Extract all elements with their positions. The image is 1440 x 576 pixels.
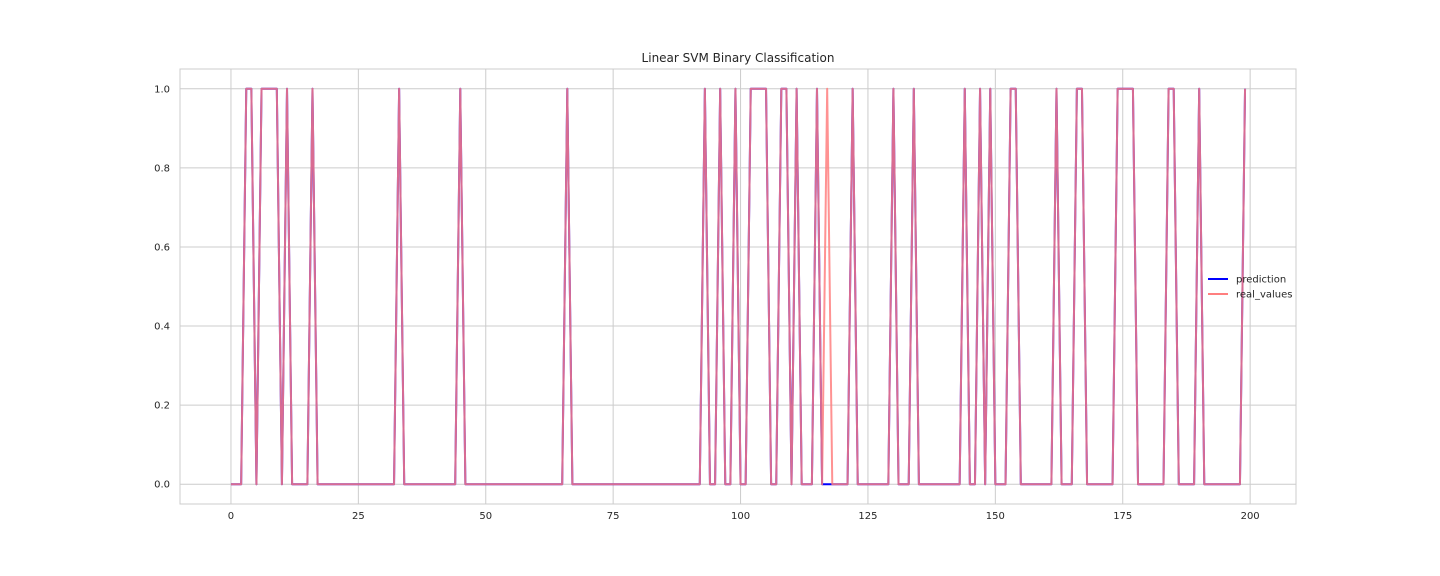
legend-label: real_values bbox=[1236, 290, 1292, 301]
y-tick-label: 1.0 bbox=[154, 84, 170, 95]
plot-frame bbox=[179, 68, 1297, 505]
x-tick-label: 125 bbox=[858, 511, 877, 522]
x-tick-label: 50 bbox=[479, 511, 492, 522]
y-axis-ticks: 0.0 0.2 0.4 0.6 0.8 1.0 bbox=[154, 84, 170, 490]
chart-title: Linear SVM Binary Classification bbox=[642, 51, 835, 65]
x-axis-ticks: 0 25 50 75 100 125 150 175 200 bbox=[228, 511, 1260, 522]
y-tick-label: 0.6 bbox=[154, 242, 170, 253]
legend-label: prediction bbox=[1236, 275, 1286, 286]
x-tick-label: 25 bbox=[352, 511, 365, 522]
y-tick-label: 0.8 bbox=[154, 163, 170, 174]
legend: prediction real_values bbox=[1208, 275, 1292, 301]
x-tick-label: 0 bbox=[228, 511, 234, 522]
x-tick-label: 75 bbox=[607, 511, 620, 522]
y-tick-label: 0.0 bbox=[154, 480, 170, 491]
series-line-real_values bbox=[230, 87, 1247, 486]
series-lines bbox=[230, 87, 1247, 486]
x-tick-label: 100 bbox=[731, 511, 750, 522]
y-tick-label: 0.2 bbox=[154, 401, 170, 412]
x-tick-label: 200 bbox=[1241, 511, 1260, 522]
y-tick-label: 0.4 bbox=[154, 322, 170, 333]
x-tick-label: 150 bbox=[986, 511, 1005, 522]
x-tick-label: 175 bbox=[1113, 511, 1132, 522]
